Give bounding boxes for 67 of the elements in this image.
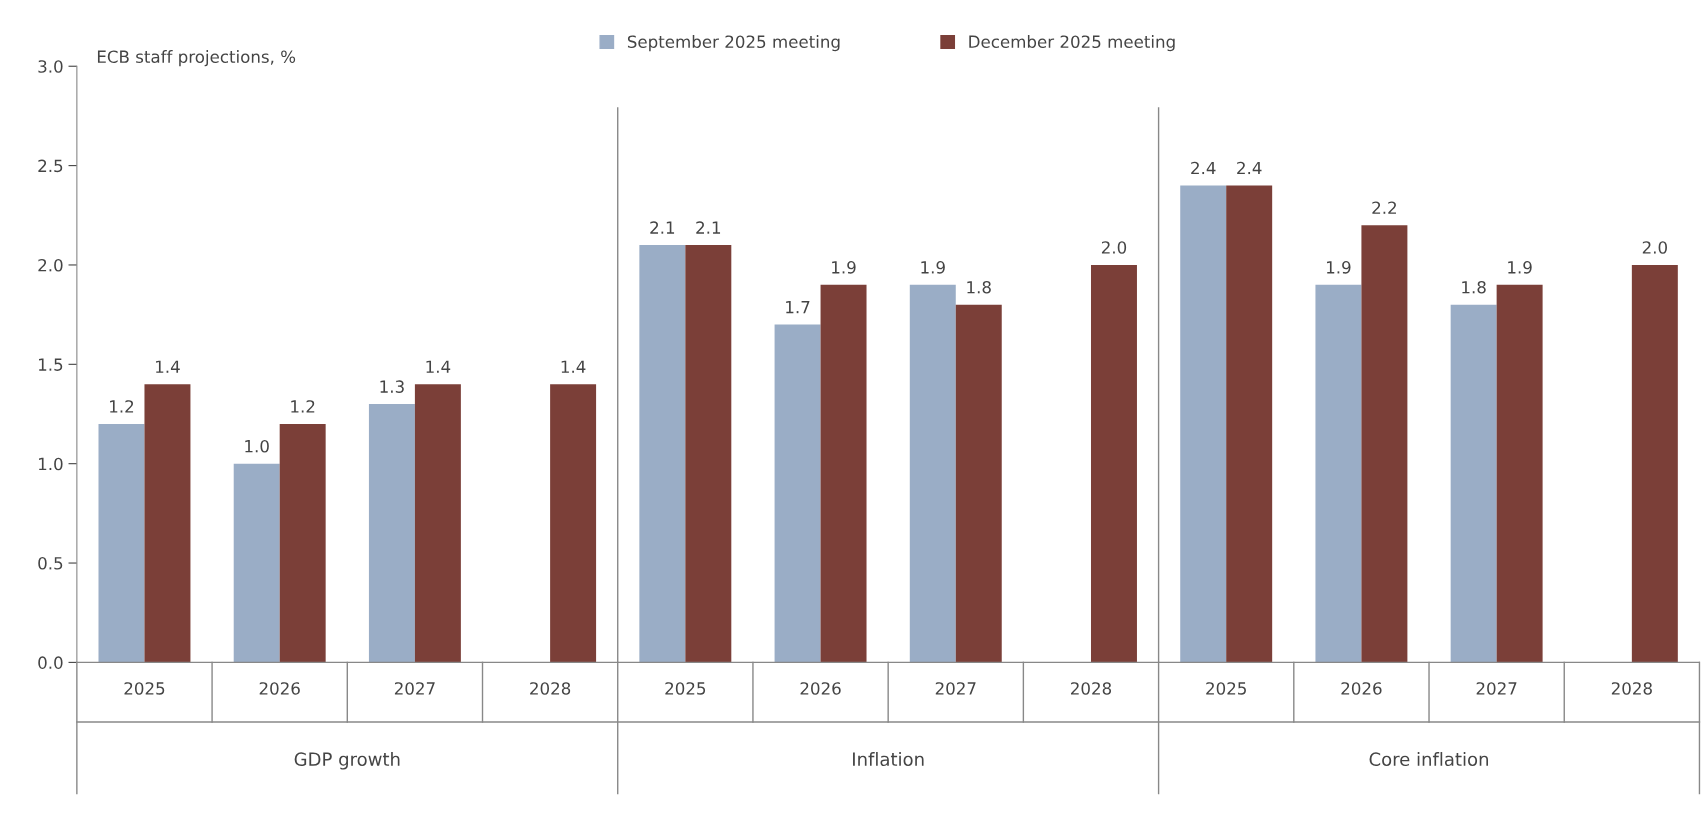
x-tick-label: 2025 xyxy=(665,682,706,695)
data-label: 1.2 xyxy=(110,400,134,413)
y-tick-label: 2.5 xyxy=(38,159,63,173)
bar xyxy=(639,245,686,663)
data-label: 2.0 xyxy=(1101,241,1127,254)
bar xyxy=(279,423,326,663)
x-tick-label: 2026 xyxy=(259,682,300,695)
x-tick-label: 2027 xyxy=(935,682,976,695)
data-label: 2.1 xyxy=(696,221,721,234)
x-tick-label: 2026 xyxy=(1341,682,1382,695)
data-label: 1.8 xyxy=(967,280,991,294)
x-tick-label: 2028 xyxy=(530,682,571,695)
bar xyxy=(774,324,821,663)
x-tick-label: 2028 xyxy=(1071,682,1112,695)
data-label: 1.9 xyxy=(832,261,856,274)
bar xyxy=(98,423,145,663)
y-tick-label: 1.0 xyxy=(38,457,63,471)
data-label: 2.0 xyxy=(1642,241,1667,254)
legend-label: September 2025 meeting xyxy=(627,35,840,52)
text: Inflation xyxy=(853,752,924,767)
x-tick-label: 2025 xyxy=(124,682,165,695)
x-tick-label: 2026 xyxy=(800,682,841,695)
y-tick-label: 1.5 xyxy=(38,358,63,371)
legend-label: December 2025 meeting xyxy=(969,35,1175,52)
y-tick-label: 2.0 xyxy=(38,258,63,272)
data-label: 1.9 xyxy=(921,261,945,274)
bar xyxy=(1450,304,1497,663)
bar xyxy=(820,284,867,663)
bar xyxy=(1361,225,1408,663)
bar xyxy=(955,304,1002,663)
bar xyxy=(414,384,461,663)
bar xyxy=(685,245,732,663)
data-label: 1.7 xyxy=(786,301,810,314)
bar xyxy=(1496,284,1543,663)
x-tick-label: 2027 xyxy=(394,682,435,695)
bar xyxy=(1090,264,1137,663)
bar xyxy=(368,404,415,663)
y-tick-label: 0.0 xyxy=(38,656,63,669)
bar xyxy=(1226,185,1273,663)
data-label: 1.8 xyxy=(1462,280,1486,294)
data-label: 1.2 xyxy=(291,400,315,413)
bar xyxy=(233,463,280,663)
x-tick-label: 2028 xyxy=(1611,682,1652,695)
y-axis-title: ECB staff projections, % xyxy=(97,50,296,67)
data-label: 1.4 xyxy=(426,360,451,373)
bar xyxy=(1631,264,1678,663)
data-label: 1.3 xyxy=(380,380,404,393)
y-tick-label: 0.5 xyxy=(38,557,63,570)
y-tick-label: 3.0 xyxy=(38,60,63,73)
bar xyxy=(909,284,956,663)
bar xyxy=(1180,185,1227,663)
text: Core inflation xyxy=(1369,752,1488,767)
data-label: 1.4 xyxy=(561,360,586,373)
data-label: 1.0 xyxy=(245,439,269,453)
data-label: 2.4 xyxy=(1237,161,1262,175)
x-tick-label: 2027 xyxy=(1476,682,1517,695)
bar xyxy=(144,384,191,663)
data-label: 2.2 xyxy=(1372,201,1396,214)
x-tick-label: 2025 xyxy=(1206,682,1246,695)
bar xyxy=(1315,284,1362,663)
text: GDP growth xyxy=(294,752,400,770)
data-label: 1.4 xyxy=(156,360,180,373)
bar xyxy=(550,384,597,663)
data-label: 2.1 xyxy=(650,221,675,234)
data-label: 1.9 xyxy=(1508,261,1532,274)
data-label: 2.4 xyxy=(1191,161,1216,175)
data-label: 1.9 xyxy=(1327,261,1351,274)
